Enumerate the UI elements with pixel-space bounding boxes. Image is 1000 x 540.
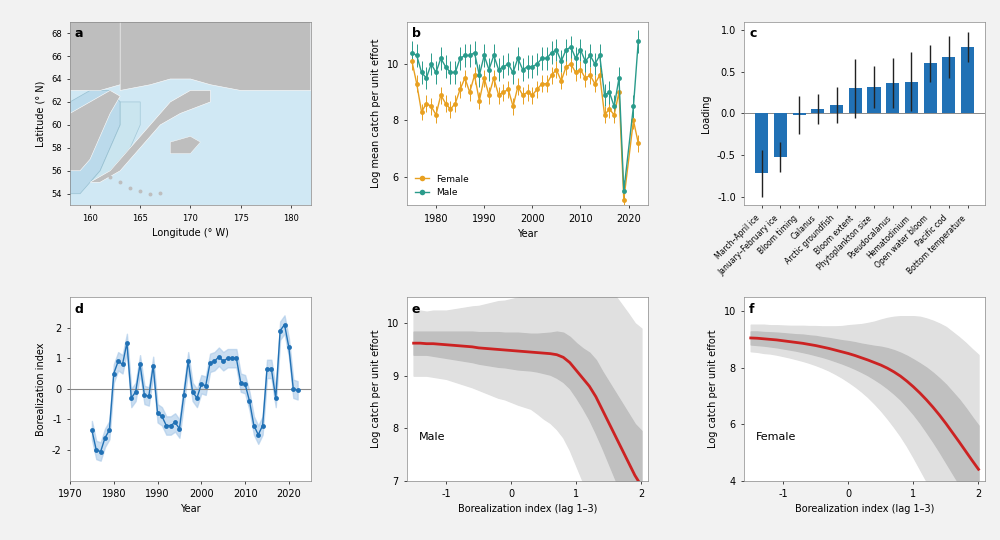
Polygon shape [170,136,200,153]
Polygon shape [70,90,120,194]
Bar [924,63,937,113]
Bar [755,113,768,173]
Bar [942,57,955,113]
Bar [867,87,881,113]
Y-axis label: Log catch per unit effort: Log catch per unit effort [371,329,381,448]
Y-axis label: Log mean catch per unit effort: Log mean catch per unit effort [371,39,381,188]
Text: c: c [749,27,756,40]
Polygon shape [90,102,140,182]
X-axis label: Borealization index (lag 1–3): Borealization index (lag 1–3) [458,504,597,515]
Text: f: f [749,302,755,315]
Bar [830,105,843,113]
Text: b: b [412,27,421,40]
Y-axis label: Loading: Loading [701,94,711,133]
Polygon shape [120,22,311,90]
Bar [774,113,787,157]
Polygon shape [70,90,120,171]
Polygon shape [90,90,210,182]
X-axis label: Year: Year [517,229,538,239]
X-axis label: Year: Year [180,504,201,515]
X-axis label: Longitude (° W): Longitude (° W) [152,228,229,238]
Bar [793,113,806,115]
Bar [849,89,862,113]
Text: a: a [75,27,83,40]
Y-axis label: Borealization index: Borealization index [36,342,46,436]
Y-axis label: Log catch per unit effort: Log catch per unit effort [708,329,718,448]
Bar [886,83,899,113]
Legend: Female, Male: Female, Male [412,171,472,201]
Text: Male: Male [419,432,446,442]
Bar [905,82,918,113]
Y-axis label: Latitude (° N): Latitude (° N) [35,80,45,146]
Bar [961,46,974,113]
Text: Female: Female [756,432,797,442]
Polygon shape [70,22,190,90]
X-axis label: Borealization index (lag 1–3): Borealization index (lag 1–3) [795,504,934,515]
Text: e: e [412,302,420,315]
Bar [811,109,824,113]
Text: d: d [75,302,84,315]
